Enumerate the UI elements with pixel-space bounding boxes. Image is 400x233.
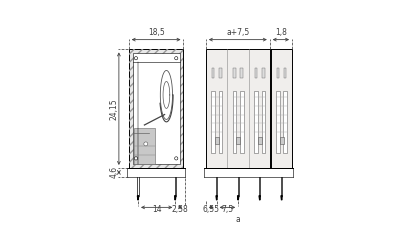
Bar bbox=[129, 49, 184, 168]
Text: 2,58: 2,58 bbox=[172, 205, 188, 214]
Bar bbox=[284, 91, 287, 153]
Polygon shape bbox=[175, 196, 176, 200]
Text: 6,55: 6,55 bbox=[203, 205, 220, 214]
Bar bbox=[276, 91, 280, 153]
Text: a+7,5: a+7,5 bbox=[226, 28, 250, 37]
Bar bbox=[212, 69, 214, 78]
Bar bbox=[262, 91, 265, 153]
Bar bbox=[219, 69, 222, 78]
Text: 4,6: 4,6 bbox=[109, 166, 118, 178]
Text: 1,8: 1,8 bbox=[275, 28, 287, 37]
Bar bbox=[211, 91, 215, 153]
Circle shape bbox=[134, 157, 138, 160]
Polygon shape bbox=[138, 196, 139, 200]
Bar bbox=[218, 91, 222, 153]
Bar bbox=[262, 69, 265, 78]
Bar bbox=[129, 49, 184, 168]
Bar bbox=[134, 128, 155, 164]
Bar bbox=[258, 137, 262, 144]
Bar bbox=[206, 49, 292, 168]
Text: a: a bbox=[236, 215, 240, 223]
Bar bbox=[240, 91, 244, 153]
Bar bbox=[133, 53, 180, 164]
Polygon shape bbox=[238, 196, 239, 200]
Bar bbox=[277, 69, 280, 78]
Circle shape bbox=[175, 57, 178, 60]
Bar bbox=[284, 69, 286, 78]
Bar bbox=[255, 69, 258, 78]
Bar bbox=[236, 137, 240, 144]
Bar bbox=[233, 91, 236, 153]
Bar bbox=[280, 137, 284, 144]
Bar bbox=[254, 91, 258, 153]
Circle shape bbox=[144, 142, 148, 146]
Text: 14: 14 bbox=[152, 205, 162, 214]
Text: 7,5: 7,5 bbox=[221, 205, 234, 214]
Polygon shape bbox=[216, 196, 217, 200]
Bar bbox=[270, 49, 271, 168]
Text: 18,5: 18,5 bbox=[148, 28, 164, 37]
Polygon shape bbox=[259, 196, 260, 200]
Polygon shape bbox=[281, 196, 282, 200]
Circle shape bbox=[134, 57, 138, 60]
Bar bbox=[214, 137, 219, 144]
Bar bbox=[240, 69, 243, 78]
Text: 24,15: 24,15 bbox=[109, 98, 118, 120]
Circle shape bbox=[175, 157, 178, 160]
Bar bbox=[233, 69, 236, 78]
